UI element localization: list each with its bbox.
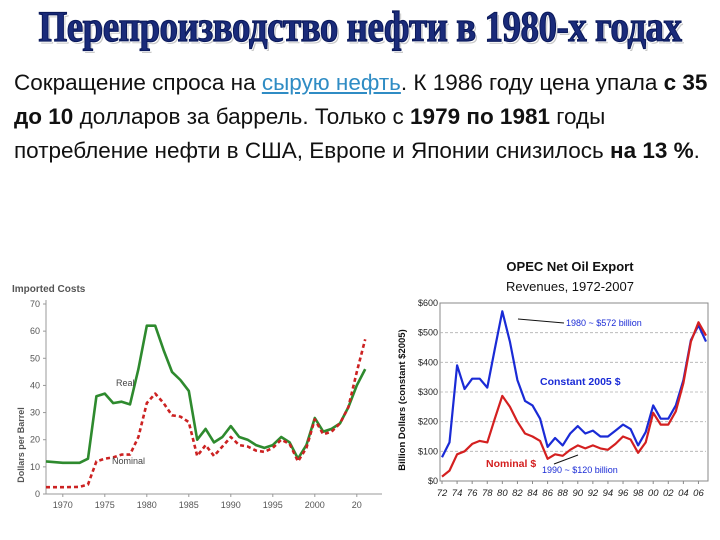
- imported-costs-svg: Imported Costs Dollars per Barrel 0 10 20 3…: [12, 284, 382, 510]
- constant-series-line: [441, 310, 707, 458]
- chart2-xtick-label: 00: [648, 488, 659, 499]
- text-segment: долларов за баррель. Только с: [73, 104, 411, 129]
- text-segment: Сокращение спроса на: [14, 70, 262, 95]
- text-segment: годы потребление нефти в США, Европе и Я…: [14, 104, 610, 163]
- opec-revenue-chart: OPEC Net Oil Export Revenues, 1972-2007 …: [394, 255, 718, 540]
- chart1-ytick-label: 10: [30, 462, 40, 472]
- chart2-ylabel: Billion Dollars (constant $2005): [397, 329, 408, 470]
- chart2-ytick-label: $400: [418, 357, 438, 367]
- chart1-xtick-label: 1980: [137, 500, 157, 510]
- imported-costs-chart: Imported Costs Dollars per Barrel 0 10 20 3…: [8, 270, 388, 535]
- nominal2-series-line: [441, 321, 707, 478]
- nominal-series-line: [46, 338, 367, 489]
- chart2-xtick-label: 74: [452, 488, 463, 499]
- slide-title: Перепроизводство нефти в 1980-х годах: [38, 3, 683, 53]
- chart2-xtick-label: 78: [482, 488, 493, 499]
- low-1990-annotation: 1990 ~ $120 billion: [542, 465, 618, 475]
- chart2-xtick-label: 90: [572, 488, 583, 499]
- chart2-xtick-label: 86: [542, 488, 553, 499]
- chart2-ytick-label: $600: [418, 298, 438, 308]
- chart2-xtick-label: 96: [618, 488, 629, 499]
- price-drop-bold: с 35 до 10: [14, 70, 708, 129]
- peak-1980-annotation: 1980 ~ $572 billion: [566, 318, 642, 328]
- chart2-xtick-label: 72: [437, 488, 448, 499]
- chart2-ytick-label: $100: [418, 446, 438, 456]
- chart2-xtick-label: 84: [527, 488, 538, 499]
- years-bold: 1979 по 1981: [410, 104, 550, 129]
- chart2-xtick-label: 04: [678, 488, 689, 499]
- chart2-ytick-label: $0: [428, 476, 438, 486]
- peak-1980-arrow: [517, 318, 565, 324]
- real-annotation: Real: [116, 378, 135, 388]
- chart1-xtick-label: 1985: [179, 500, 199, 510]
- crude-oil-link[interactable]: сырую нефть: [261, 70, 401, 95]
- percent-bold: на 13 %: [610, 138, 694, 163]
- chart2-subtitle: Revenues, 1972-2007: [506, 279, 634, 294]
- chart2-ytick-label: $500: [418, 328, 438, 338]
- nominal-annotation: Nominal: [112, 456, 145, 466]
- text-segment: . К 1986 году цена упала: [400, 70, 664, 95]
- chart1-ylabel: Dollars per Barrel: [16, 407, 26, 483]
- chart1-ytick-label: 50: [30, 353, 40, 363]
- chart1-ytick-label: 60: [30, 326, 40, 336]
- chart1-ytick-label: 20: [30, 435, 40, 445]
- chart2-xtick-label: 94: [603, 488, 614, 499]
- chart1-title: Imported Costs: [12, 284, 86, 295]
- chart2-ytick-label: $200: [418, 417, 438, 427]
- chart2-xtick-label: 82: [512, 488, 523, 499]
- body-paragraph: Сокращение спроса на сырую нефть. К 1986…: [14, 66, 714, 168]
- chart2-ytick-label: $300: [418, 387, 438, 397]
- chart2-xtick-label: 76: [467, 488, 478, 499]
- constant-label: Constant 2005 $: [540, 376, 621, 388]
- chart1-ytick-label: 30: [30, 408, 40, 418]
- chart2-xtick-label: 88: [557, 488, 568, 499]
- text-segment: .: [693, 138, 700, 163]
- opec-revenue-svg: OPEC Net Oil Export Revenues, 1972-2007 …: [397, 259, 709, 499]
- nominal-label: Nominal $: [486, 458, 536, 470]
- chart1-xtick-label: 1975: [95, 500, 115, 510]
- real-series-line: [45, 324, 367, 465]
- chart2-xtick-label: 92: [588, 488, 599, 499]
- chart2-xtick-label: 02: [663, 488, 674, 499]
- chart2-xtick-label: 98: [633, 488, 644, 499]
- chart1-ytick-label: 40: [30, 380, 40, 390]
- chart1-xtick-label: 1970: [53, 500, 73, 510]
- chart1-xtick-label: 2000: [305, 500, 325, 510]
- chart1-ytick-label: 0: [35, 489, 40, 499]
- chart1-xtick-label: 20: [352, 500, 362, 510]
- chart1-xtick-label: 1995: [263, 500, 283, 510]
- low-1990-arrow: [553, 454, 579, 465]
- chart2-xtick-label: 80: [497, 488, 508, 499]
- chart2-title: OPEC Net Oil Export: [506, 259, 634, 274]
- chart1-xtick-label: 1990: [221, 500, 241, 510]
- chart2-xtick-label: 06: [693, 488, 704, 499]
- chart1-ytick-label: 70: [30, 299, 40, 309]
- chart2-plot-frame: [439, 302, 709, 482]
